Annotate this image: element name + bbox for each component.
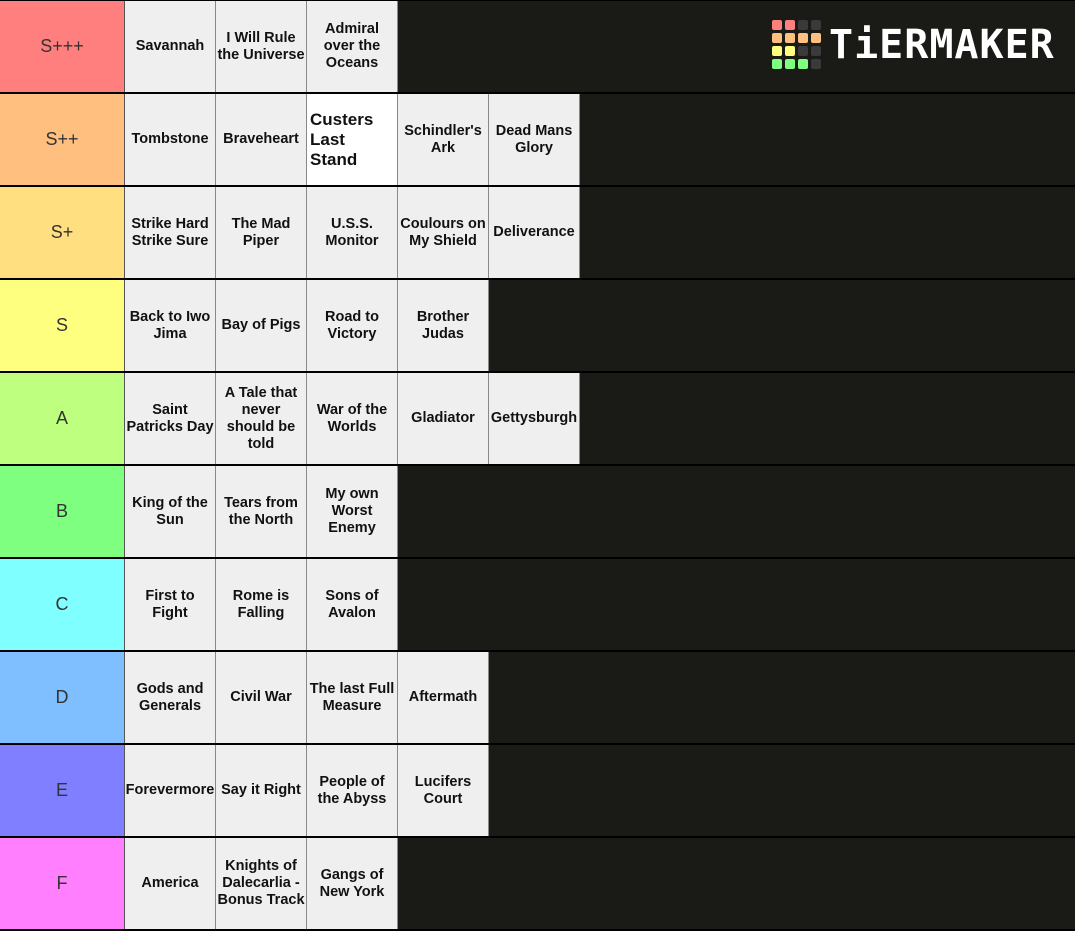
logo-cell [772, 59, 782, 69]
tier-item[interactable]: Tombstone [125, 94, 216, 185]
tier-row: S++ Tombstone Braveheart Custers Last Stand… [0, 94, 1075, 187]
tier-item[interactable]: Gettysburgh [489, 373, 580, 464]
tier-item[interactable]: War of the Worlds [307, 373, 398, 464]
tier-label[interactable]: F [0, 838, 125, 929]
tier-item[interactable]: Gladiator [398, 373, 489, 464]
tier-item[interactable]: Dead Mans Glory [489, 94, 580, 185]
tier-item[interactable]: Custers Last Stand [307, 94, 398, 185]
tier-row: S+ Strike Hard Strike Sure The Mad Piper U.… [0, 187, 1075, 280]
logo-cell [772, 33, 782, 43]
tier-row: E Forevermore Say it Right People of the Ab… [0, 745, 1075, 838]
tier-label[interactable]: D [0, 652, 125, 743]
tier-item[interactable]: Rome is Falling [216, 559, 307, 650]
tier-item[interactable]: The Mad Piper [216, 187, 307, 278]
tier-row: A Saint Patricks Day A Tale that never sho… [0, 373, 1075, 466]
tier-item[interactable]: Brother Judas [398, 280, 489, 371]
tier-row: C First to Fight Rome is Falling Sons of Av… [0, 559, 1075, 652]
tier-item[interactable]: America [125, 838, 216, 929]
logo-cell [798, 46, 808, 56]
tier-item[interactable]: Road to Victory [307, 280, 398, 371]
tier-item[interactable]: U.S.S. Monitor [307, 187, 398, 278]
tier-item[interactable]: King of the Sun [125, 466, 216, 557]
tier-label[interactable]: C [0, 559, 125, 650]
tier-row: S+++ Savannah I Will Rule the Universe Admi… [0, 1, 1075, 94]
tier-item[interactable]: Schindler's Ark [398, 94, 489, 185]
tier-item[interactable]: Tears from the North [216, 466, 307, 557]
tier-item[interactable]: Gangs of New York [307, 838, 398, 929]
tier-item[interactable]: Saint Patricks Day [125, 373, 216, 464]
tier-item[interactable]: Aftermath [398, 652, 489, 743]
tier-label[interactable]: S+++ [0, 1, 125, 92]
tier-item[interactable]: Forevermore [125, 745, 216, 836]
tier-item[interactable]: Sons of Avalon [307, 559, 398, 650]
tier-label[interactable]: S+ [0, 187, 125, 278]
tier-row: B King of the Sun Tears from the North My o… [0, 466, 1075, 559]
logo-cell [798, 33, 808, 43]
tier-item[interactable]: Coulours on My Shield [398, 187, 489, 278]
tier-item[interactable]: Knights of Dalecarlia - Bonus Track [216, 838, 307, 929]
logo-cell [772, 46, 782, 56]
tier-label[interactable]: A [0, 373, 125, 464]
tier-item[interactable]: Civil War [216, 652, 307, 743]
logo-grid-icon [772, 20, 821, 69]
tier-item[interactable]: I Will Rule the Universe [216, 1, 307, 92]
tier-item[interactable]: Deliverance [489, 187, 580, 278]
logo-cell [785, 20, 795, 30]
logo-cell [811, 20, 821, 30]
tier-item[interactable]: My own Worst Enemy [307, 466, 398, 557]
tiermaker-logo: TiERMAKER [772, 20, 1055, 69]
logo-cell [798, 20, 808, 30]
tier-row: F America Knights of Dalecarlia - Bonus Tr… [0, 838, 1075, 931]
logo-cell [785, 59, 795, 69]
tier-item[interactable]: The last Full Measure [307, 652, 398, 743]
logo-cell [811, 46, 821, 56]
tier-label[interactable]: S++ [0, 94, 125, 185]
tier-row: S Back to Iwo Jima Bay of Pigs Road to Vict… [0, 280, 1075, 373]
logo-cell [798, 59, 808, 69]
tier-item[interactable]: First to Fight [125, 559, 216, 650]
tier-item[interactable]: Admiral over the Oceans [307, 1, 398, 92]
tier-row: D Gods and Generals Civil War The last Full… [0, 652, 1075, 745]
tier-label[interactable]: E [0, 745, 125, 836]
tier-item[interactable]: People of the Abyss [307, 745, 398, 836]
tier-item[interactable]: Lucifers Court [398, 745, 489, 836]
tier-item[interactable]: Savannah [125, 1, 216, 92]
logo-cell [772, 20, 782, 30]
tier-item[interactable]: Bay of Pigs [216, 280, 307, 371]
tier-item[interactable]: Back to Iwo Jima [125, 280, 216, 371]
tier-label[interactable]: B [0, 466, 125, 557]
logo-wordmark: TiERMAKER [829, 21, 1055, 68]
tier-item[interactable]: Say it Right [216, 745, 307, 836]
logo-cell [785, 33, 795, 43]
tier-item[interactable]: Gods and Generals [125, 652, 216, 743]
tier-item[interactable]: Braveheart [216, 94, 307, 185]
logo-cell [785, 46, 795, 56]
logo-cell [811, 33, 821, 43]
tier-item[interactable]: A Tale that never should be told [216, 373, 307, 464]
logo-cell [811, 59, 821, 69]
tier-label[interactable]: S [0, 280, 125, 371]
tier-item[interactable]: Strike Hard Strike Sure [125, 187, 216, 278]
